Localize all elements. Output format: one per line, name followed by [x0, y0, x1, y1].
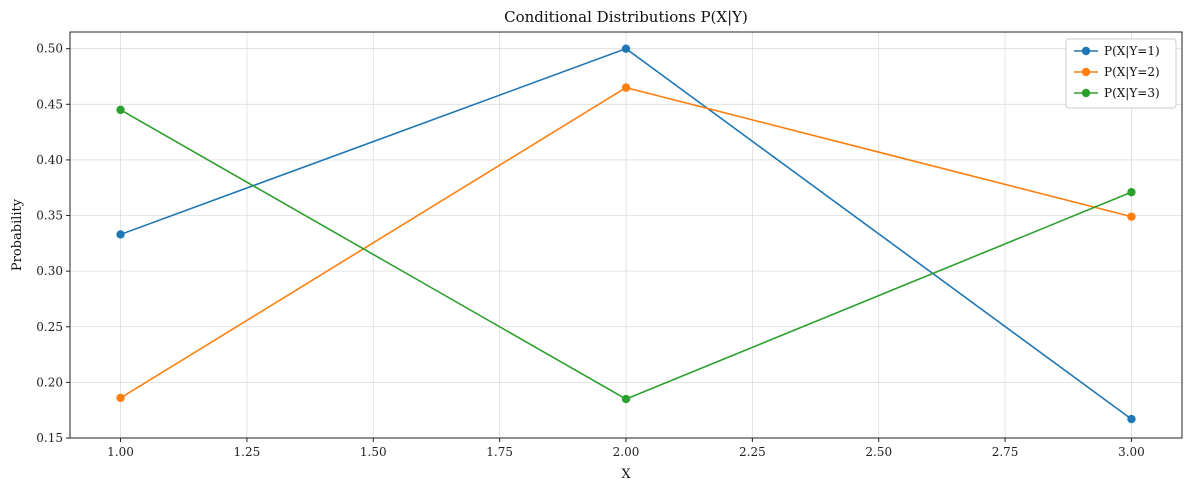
x-tick-label: 3.00 — [1118, 445, 1145, 459]
legend-marker — [1081, 46, 1091, 56]
x-tick-label: 2.00 — [613, 445, 640, 459]
y-axis-label: Probability — [10, 198, 25, 271]
data-point — [1127, 414, 1136, 424]
x-tick-label: 1.75 — [486, 445, 513, 459]
grid-layer — [70, 32, 1182, 439]
data-point — [116, 393, 125, 403]
y-tick-label: 0.25 — [36, 320, 63, 334]
data-point — [1127, 187, 1136, 197]
legend-entry: P(X|Y=2) — [1074, 65, 1160, 79]
y-tick-label: 0.15 — [36, 431, 63, 445]
x-axis-label: X — [621, 467, 631, 482]
x-tick-label: 2.75 — [992, 445, 1019, 459]
series-layer — [116, 44, 1136, 424]
legend-marker — [1081, 67, 1091, 77]
x-tick-label: 1.50 — [360, 445, 387, 459]
series-3 — [116, 105, 1136, 404]
x-tick-label: 1.25 — [234, 445, 261, 459]
y-tick-label: 0.50 — [36, 42, 63, 56]
data-point — [621, 394, 631, 404]
y-tick-label: 0.20 — [36, 375, 63, 389]
data-point — [116, 105, 125, 115]
legend-marker — [1081, 88, 1091, 98]
legend-label: P(X|Y=3) — [1104, 86, 1160, 100]
y-tick-label: 0.40 — [36, 153, 63, 167]
chart-title: Conditional Distributions P(X|Y) — [504, 8, 748, 26]
legend-label: P(X|Y=2) — [1104, 65, 1160, 79]
y-tick-label: 0.30 — [36, 264, 63, 278]
legend-frame — [1065, 38, 1177, 109]
data-point — [116, 230, 125, 239]
series-2 — [116, 83, 1136, 403]
series-1 — [116, 44, 1136, 424]
legend: P(X|Y=1) P(X|Y=2) P(X|Y=3) — [1065, 38, 1177, 109]
data-point — [1127, 212, 1136, 221]
data-point — [621, 83, 631, 92]
data-point — [621, 44, 631, 53]
ticks-layer: 1.00 1.25 1.50 1.75 2.00 2.25 2.50 2.75 3.00 0.15… — [36, 42, 1145, 459]
y-tick-label: 0.35 — [36, 209, 63, 223]
legend-entry: P(X|Y=3) — [1074, 86, 1160, 100]
x-tick-label: 2.50 — [865, 445, 892, 459]
x-tick-label: 2.25 — [739, 445, 766, 459]
x-tick-label: 1.00 — [107, 445, 134, 459]
y-tick-label: 0.45 — [36, 97, 63, 111]
legend-entry: P(X|Y=1) — [1074, 44, 1160, 58]
legend-label: P(X|Y=1) — [1104, 44, 1160, 58]
